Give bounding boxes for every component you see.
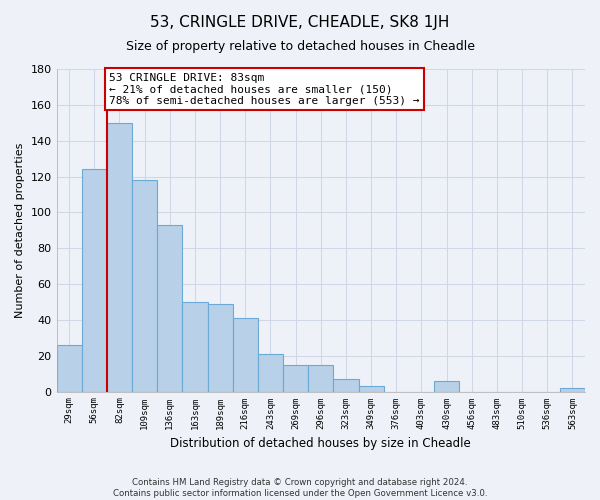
- Bar: [208, 304, 233, 392]
- Bar: [82, 170, 107, 392]
- Text: 53, CRINGLE DRIVE, CHEADLE, SK8 1JH: 53, CRINGLE DRIVE, CHEADLE, SK8 1JH: [151, 15, 449, 30]
- X-axis label: Distribution of detached houses by size in Cheadle: Distribution of detached houses by size …: [170, 437, 471, 450]
- Bar: [233, 318, 258, 392]
- Text: Contains HM Land Registry data © Crown copyright and database right 2024.
Contai: Contains HM Land Registry data © Crown c…: [113, 478, 487, 498]
- Bar: [56, 345, 82, 392]
- Bar: [132, 180, 157, 392]
- Text: 53 CRINGLE DRIVE: 83sqm
← 21% of detached houses are smaller (150)
78% of semi-d: 53 CRINGLE DRIVE: 83sqm ← 21% of detache…: [109, 72, 420, 106]
- Bar: [334, 379, 359, 392]
- Bar: [157, 225, 182, 392]
- Y-axis label: Number of detached properties: Number of detached properties: [15, 142, 25, 318]
- Text: Size of property relative to detached houses in Cheadle: Size of property relative to detached ho…: [125, 40, 475, 53]
- Bar: [434, 381, 459, 392]
- Bar: [283, 364, 308, 392]
- Bar: [182, 302, 208, 392]
- Bar: [359, 386, 383, 392]
- Bar: [107, 123, 132, 392]
- Bar: [308, 364, 334, 392]
- Bar: [258, 354, 283, 392]
- Bar: [560, 388, 585, 392]
